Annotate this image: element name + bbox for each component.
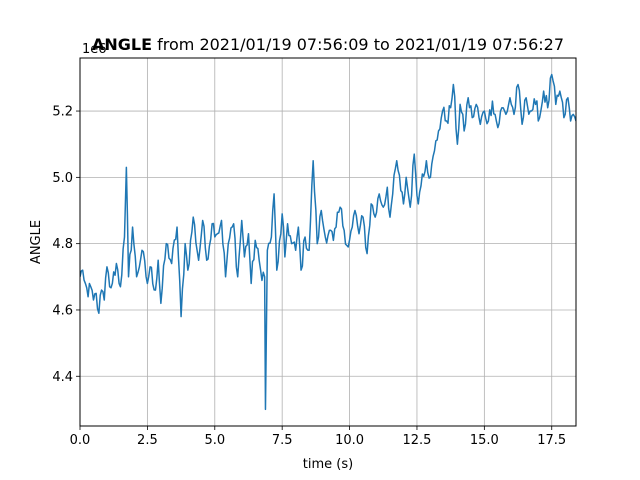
x-tick-label: 12.5: [402, 433, 431, 448]
x-axis: 0.0 2.5 5.0 7.5 10.0 12.5 15.0 17.5: [70, 426, 566, 448]
y-axis-label: ANGLE: [29, 220, 44, 264]
plot-frame: [79, 57, 577, 427]
y-tick-label: 5.2: [52, 105, 73, 120]
y-tick-label: 5.0: [52, 171, 73, 186]
x-tick-label: 7.5: [272, 433, 293, 448]
x-tick-label: 10.0: [335, 433, 364, 448]
y-offset-text: 1e6: [82, 42, 107, 57]
y-tick-label: 4.8: [52, 237, 73, 252]
y-tick-label: 4.4: [52, 370, 73, 385]
x-axis-label: time (s): [303, 457, 353, 472]
x-tick-label: 0.0: [70, 433, 91, 448]
series-line: [80, 73, 576, 411]
y-tick-label: 4.6: [52, 303, 73, 318]
chart-title-rest: from 2021/01/19 07:56:09 to 2021/01/19 0…: [152, 35, 564, 54]
y-axis: 4.4 4.6 4.8 5.0 5.2: [52, 105, 80, 385]
x-tick-label: 17.5: [537, 433, 566, 448]
x-tick-label: 5.0: [204, 433, 225, 448]
x-tick-label: 2.5: [137, 433, 158, 448]
chart-title-bold: ANGLE: [92, 35, 152, 54]
series-group: [80, 73, 576, 411]
x-tick-label: 15.0: [470, 433, 499, 448]
chart-title: ANGLE from 2021/01/19 07:56:09 to 2021/0…: [92, 35, 564, 54]
